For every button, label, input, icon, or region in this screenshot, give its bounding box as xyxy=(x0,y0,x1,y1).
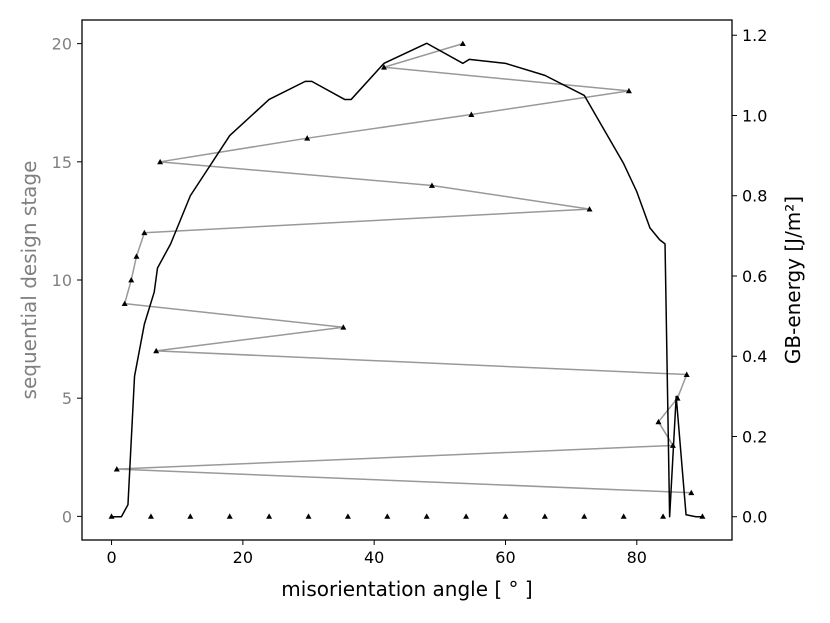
x-tick-label: 60 xyxy=(495,548,515,567)
initial-sample-marker xyxy=(620,513,627,519)
design-stage-marker xyxy=(683,371,690,377)
x-tick-label: 0 xyxy=(106,548,116,567)
x-tick-label: 40 xyxy=(364,548,384,567)
y-right-tick-label: 0.2 xyxy=(742,427,767,446)
series-layer xyxy=(108,40,706,519)
initial-sample-marker xyxy=(147,513,154,519)
initial-sample-marker xyxy=(463,513,470,519)
design-stage-marker xyxy=(688,489,695,496)
y-right-tick-label: 0.6 xyxy=(742,267,767,286)
y-axis-right-label: GB-energy [J/m²] xyxy=(781,196,805,364)
initial-sample-marker xyxy=(344,513,351,519)
design-stage-marker xyxy=(655,418,662,425)
y-left-tick-label: 10 xyxy=(52,271,72,290)
x-axis-label: misorientation angle [ ° ] xyxy=(281,577,532,601)
initial-sample-marker xyxy=(305,513,312,519)
y-right-tick-label: 1.0 xyxy=(742,106,767,125)
series-1 xyxy=(113,40,695,496)
initial-sample-marker xyxy=(226,513,233,519)
design-stage-marker xyxy=(340,324,347,330)
initial-sample-marker xyxy=(502,513,509,519)
initial-sample-marker xyxy=(384,513,391,519)
series-0 xyxy=(108,513,706,519)
initial-sample-marker xyxy=(581,513,588,519)
axes-frame xyxy=(81,19,733,541)
y-right-tick-label: 0.0 xyxy=(742,508,767,527)
y-left-tick-label: 20 xyxy=(52,35,72,54)
design-stage-marker xyxy=(113,466,120,472)
y-axis-left-label: sequential design stage xyxy=(17,161,41,400)
initial-sample-marker xyxy=(660,513,667,519)
design-stage-marker xyxy=(428,182,435,188)
design-stage-marker xyxy=(141,229,148,236)
initial-sample-marker xyxy=(541,513,548,519)
ticks-layer: 0 20 40 60 80 0 5 10 15 20 0.0 0.2 0.4 0.6 0.8 1.0 1.2 xyxy=(52,26,768,567)
design-stage-line xyxy=(116,42,692,494)
y-left-tick-label: 15 xyxy=(52,153,72,172)
design-stage-marker xyxy=(121,300,128,307)
design-stage-marker xyxy=(381,64,388,70)
series-2 xyxy=(111,42,703,518)
design-stage-marker xyxy=(625,87,632,94)
y-right-tick-label: 0.4 xyxy=(742,347,767,366)
design-stage-marker xyxy=(304,135,311,141)
design-stage-marker xyxy=(586,206,593,212)
design-stage-marker xyxy=(157,158,164,165)
design-stage-marker xyxy=(153,347,160,354)
y-right-tick-label: 0.8 xyxy=(742,187,767,206)
y-left-tick-label: 0 xyxy=(62,507,72,526)
x-tick-label: 80 xyxy=(627,548,647,567)
initial-sample-marker xyxy=(423,513,430,519)
y-left-tick-label: 5 xyxy=(62,389,72,408)
initial-sample-marker xyxy=(266,513,273,519)
design-stage-marker xyxy=(128,277,135,283)
y-right-tick-label: 1.2 xyxy=(742,26,767,45)
initial-sample-marker xyxy=(187,513,194,519)
x-tick-label: 20 xyxy=(233,548,253,567)
design-stage-marker xyxy=(468,111,475,117)
gb-energy-line xyxy=(111,42,703,518)
design-stage-marker xyxy=(133,253,140,259)
design-stage-marker xyxy=(459,40,466,47)
